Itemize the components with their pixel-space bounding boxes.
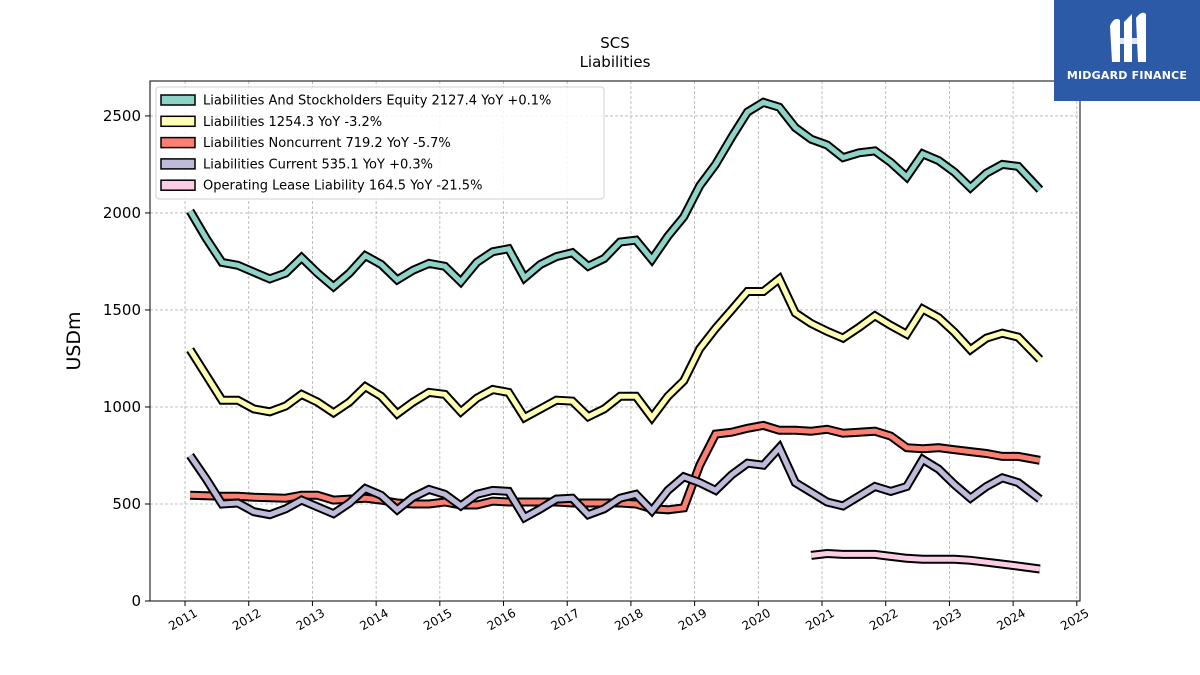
x-tick-label: 2015 [421,606,454,633]
legend: Liabilities And Stockholders Equity 2127… [155,86,605,200]
x-tick-label: 2018 [612,606,645,633]
logo-text: MIDGARD FINANCE [1066,69,1188,82]
x-tick-label: 2012 [230,606,263,633]
series-line [187,99,1042,290]
x-tick-label: 2011 [166,606,199,633]
legend-swatch [160,179,196,191]
x-tick-label: 2016 [485,606,518,633]
series-liabilities [186,271,1044,426]
legend-box [155,86,605,200]
legend-label: Liabilities 1254.3 YoY -3.2% [203,115,382,130]
y-axis-label: USDm [63,311,85,370]
legend-label: Liabilities And Stockholders Equity 2127… [203,94,551,109]
series-line [810,550,1041,572]
chart-title: SCS [600,34,630,52]
legend-swatch [160,158,196,170]
legend-swatch [160,136,196,149]
legend-label: Liabilities Noncurrent 719.2 YoY -5.7% [203,136,451,151]
x-tick-label: 2019 [676,606,709,633]
plot-frame [149,80,1081,602]
x-tick-label: 2014 [357,606,390,633]
legend-swatch [160,115,196,128]
logo-mark-icon [1110,12,1146,63]
legend-label: Operating Lease Liability 164.5 YoY -21.… [203,179,482,194]
legend-label: Liabilities Current 535.1 YoY +0.3% [203,157,433,172]
y-tick-label: 500 [112,495,141,513]
y-tick-label: 1500 [103,301,141,319]
x-tick-label: 2013 [294,606,327,633]
x-tick-label: 2020 [740,606,773,633]
series-layer [186,97,1044,574]
x-tick-label: 2022 [867,606,900,633]
x-tick-label: 2021 [803,606,836,633]
series-outline [186,271,1044,426]
x-tick-label: 2017 [548,606,581,633]
y-tick-label: 2000 [103,204,141,222]
x-tick-label: 2024 [994,606,1027,633]
series-operating-lease-liability [810,548,1041,574]
y-tick-label: 2500 [103,107,141,125]
series-line [188,443,1042,521]
x-tick-label: 2023 [931,606,964,633]
series-line [187,274,1042,422]
y-tick-label: 1000 [103,398,141,416]
legend-swatch [160,94,196,106]
chart-subtitle: Liabilities [580,53,651,71]
brand-logo: MIDGARD FINANCE [1054,0,1200,101]
x-tick-label: 2025 [1058,606,1091,633]
series-liabilities-current [186,439,1043,524]
series-liabilities-and-stockholders-equity [186,97,1044,293]
y-tick-label: 0 [131,592,141,610]
